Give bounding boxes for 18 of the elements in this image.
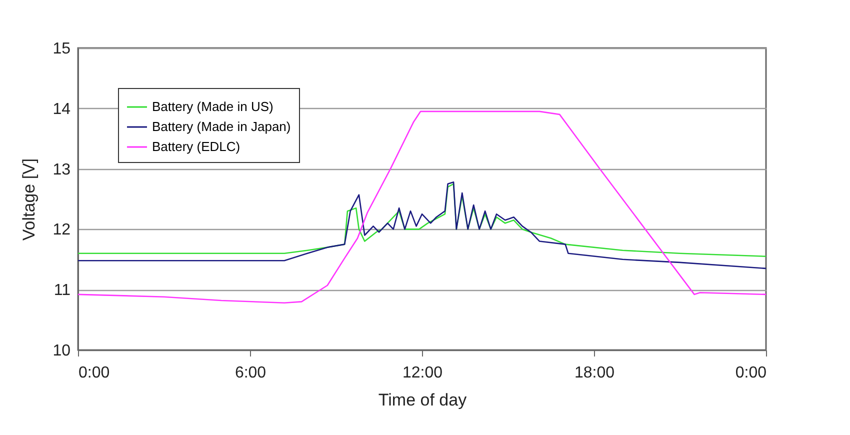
y-tick-label: 14 <box>52 100 71 118</box>
legend-label: Battery (EDLC) <box>152 139 240 154</box>
line-series <box>78 183 766 258</box>
x-axis-title: Time of day <box>378 390 468 410</box>
line-series <box>78 181 766 270</box>
y-tick-label: 10 <box>52 342 71 360</box>
legend-label: Battery (Made in Japan) <box>152 119 291 134</box>
x-tick-label: 0:00 <box>78 364 110 382</box>
y-tick-label: 13 <box>52 161 71 178</box>
x-tick-label: 12:00 <box>402 364 443 382</box>
y-tick-label: 11 <box>54 282 71 300</box>
x-tick-label: 18:00 <box>574 364 615 382</box>
x-tick-label: 6:00 <box>234 364 266 382</box>
legend-label: Battery (Made in US) <box>152 99 274 114</box>
y-axis-title: Voltage [V] <box>20 158 39 241</box>
y-tick-label: 12 <box>52 222 71 239</box>
y-tick-label: 15 <box>52 40 71 58</box>
x-tick-label: 0:00 <box>735 364 767 382</box>
